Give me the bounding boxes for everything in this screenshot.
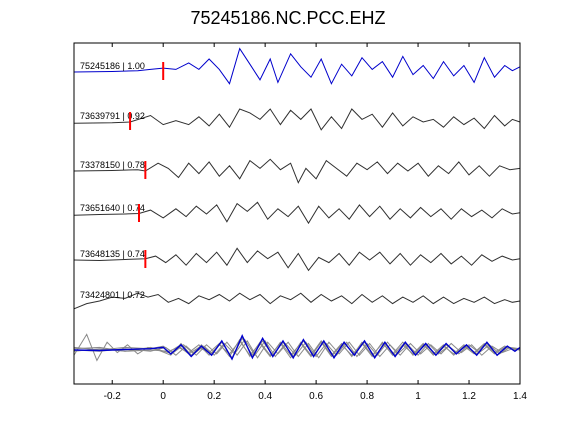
overlay-trace-5-line xyxy=(73,340,521,358)
trace-4-label: 73651640 | 0.74 xyxy=(80,203,145,213)
x-tick-label: 0.4 xyxy=(258,391,272,402)
x-tick-label: -0.2 xyxy=(104,391,122,402)
overlay-reference-line xyxy=(73,333,521,361)
x-tick-label: 0.8 xyxy=(360,391,374,402)
trace-3-line xyxy=(73,158,521,184)
trace-5-line xyxy=(73,247,521,272)
trace-6-label: 73424801 | 0.72 xyxy=(80,290,145,300)
x-tick-label: 1 xyxy=(415,391,421,402)
trace-2-line xyxy=(73,108,521,131)
trace-3-label: 73378150 | 0.78 xyxy=(80,160,145,170)
x-tick-label: 0.2 xyxy=(207,391,221,402)
overlay-trace-4-line xyxy=(73,338,521,358)
trace-5-label: 73648135 | 0.74 xyxy=(80,249,145,259)
x-tick-label: 1.4 xyxy=(513,391,527,402)
axes-layer: -0.2 0 0.2 0.4 0.6 0.8 1 1.2 1.4 xyxy=(73,42,527,402)
traces-layer: 75245186 | 1.00 73639791 | 0.92 73378150 |… xyxy=(73,47,521,362)
x-tick-label: 0 xyxy=(160,391,166,402)
x-tick-label: 0.6 xyxy=(309,391,323,402)
x-tick-label: 1.2 xyxy=(462,391,476,402)
trace-1-label: 75245186 | 1.00 xyxy=(80,61,145,71)
axes-frame xyxy=(73,42,521,385)
trace-2-label: 73639791 | 0.92 xyxy=(80,111,145,121)
chart-title: 75245186.NC.PCC.EHZ xyxy=(190,8,385,28)
trace-6-line xyxy=(73,292,521,310)
trace-4-line xyxy=(73,201,521,225)
trace-1-line xyxy=(73,47,521,85)
